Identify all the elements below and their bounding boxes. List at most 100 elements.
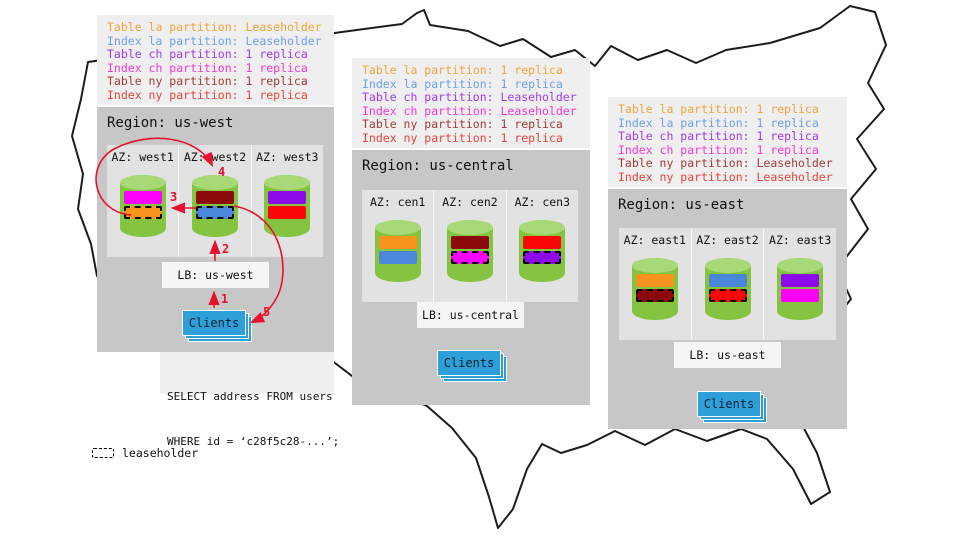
db-node-cylinder [704,258,751,320]
legend-row: Table la partition: Leaseholder [107,20,322,34]
legend-row: Table la partition: 1 replica [362,63,563,77]
legend-row: Table ch partition: 1 replica [618,129,819,144]
partition-bar [781,274,820,287]
region-panel-us-central: Region: us-central AZ: cen1 AZ: cen2 [352,150,590,405]
partition-bar [123,206,162,219]
region-panel-us-west: Region: us-west AZ: west1 AZ: west2 [97,107,334,352]
region-title: Region: us-east [618,197,745,213]
leaseholder-key: leaseholder [92,446,198,460]
sql-query-line2: WHERE id = ‘c28f5c28-...’; [167,435,340,448]
region-title: Region: us-central [362,158,514,174]
partition-legend-us-west: Table la partition: Leaseholder Index la… [97,15,334,105]
cylinder-top-ellipse [374,220,421,235]
az-cen2: AZ: cen2 [433,190,505,302]
az-cen1: AZ: cen1 [362,190,433,302]
leaseholder-key-label: leaseholder [122,446,199,460]
legend-row: Index ch partition: 1 replica [107,60,308,75]
az-east1: AZ: east1 [619,228,691,340]
leaseholder-dashed-icon [92,448,114,458]
az-label: AZ: cen1 [369,195,426,209]
load-balancer-us-west: LB: us-west [162,262,269,288]
az-container: AZ: cen1 AZ: cen2 AZ: [362,190,578,302]
legend-row: Index ny partition: Leaseholder [618,169,833,184]
partition-bar [708,289,747,302]
db-node-cylinder [264,175,311,237]
partition-legend-us-central: Table la partition: 1 replica Index la p… [352,58,590,148]
az-label: AZ: west2 [183,150,247,164]
cylinder-top-ellipse [777,258,824,273]
partition-bar [635,289,674,302]
clients-box: Clients [437,350,501,376]
partition-bar [268,206,307,219]
cylinder-top-ellipse [119,175,166,190]
cylinder-top-ellipse [519,220,566,235]
cylinder-top-ellipse [446,220,493,235]
az-container: AZ: west1 AZ: west2 AZ [107,145,323,257]
legend-row: Table la partition: 1 replica [618,102,819,116]
sql-query-line1: SELECT address FROM users [167,390,333,403]
legend-row: Index la partition: 1 replica [618,115,819,130]
partition-bar [450,236,489,249]
partition-bar [123,191,162,204]
db-node-cylinder [446,220,493,282]
partition-bar [781,289,820,302]
az-label: AZ: east3 [769,233,832,247]
az-cen3: AZ: cen3 [505,190,578,302]
legend-row: Index ny partition: 1 replica [362,130,563,145]
legend-row: Index ch partition: 1 replica [618,142,819,157]
db-node-cylinder [119,175,166,237]
partition-bar [378,236,417,249]
db-node-cylinder [374,220,421,282]
partition-bar [523,251,562,264]
clients-us-east: Clients [697,391,767,423]
az-container: AZ: east1 AZ: east2 AZ [619,228,836,340]
load-balancer-us-east: LB: us-east [674,342,781,368]
partition-bar [378,251,417,264]
az-west2: AZ: west2 [178,145,250,257]
db-node-cylinder [631,258,678,320]
region-title: Region: us-west [107,115,234,131]
db-node-cylinder [777,258,824,320]
legend-row: Index la partition: Leaseholder [107,33,322,48]
az-west1: AZ: west1 [107,145,178,257]
legend-row: Table ch partition: 1 replica [107,47,308,62]
cylinder-top-ellipse [264,175,311,190]
partition-bar [635,274,674,287]
clients-us-west: Clients [182,310,252,342]
cylinder-top-ellipse [191,175,238,190]
legend-row: Table ch partition: Leaseholder [362,90,577,105]
clients-box: Clients [182,310,246,336]
legend-row: Index ch partition: Leaseholder [362,103,577,118]
legend-row: Table ny partition: 1 replica [107,74,308,89]
db-node-cylinder [519,220,566,282]
az-label: AZ: west3 [256,150,319,164]
az-east3: AZ: east3 [763,228,836,340]
az-label: AZ: west1 [111,150,174,164]
az-west3: AZ: west3 [250,145,323,257]
partition-bar [195,191,234,204]
clients-box: Clients [697,391,761,417]
load-balancer-us-central: LB: us-central [417,302,524,328]
partition-bar [450,251,489,264]
legend-row: Index la partition: 1 replica [362,76,563,91]
legend-row: Table ny partition: 1 replica [362,117,563,132]
az-label: AZ: east1 [623,233,686,247]
cylinder-top-ellipse [704,258,751,273]
partition-bar [195,206,234,219]
partition-legend-us-east: Table la partition: 1 replica Index la p… [608,97,847,187]
az-east2: AZ: east2 [690,228,764,340]
cylinder-top-ellipse [631,258,678,273]
clients-us-central: Clients [437,350,507,382]
az-label: AZ: cen3 [514,195,571,209]
legend-row: Index ny partition: 1 replica [107,87,308,102]
partition-bar [268,191,307,204]
partition-bar [708,274,747,287]
sql-query: SELECT address FROM users WHERE id = ‘c2… [160,352,339,448]
region-panel-us-east: Region: us-east AZ: east1 AZ: east2 [608,189,847,429]
az-label: AZ: cen2 [442,195,498,209]
db-node-cylinder [191,175,238,237]
legend-row: Table ny partition: Leaseholder [618,156,833,171]
partition-bar [523,236,562,249]
az-label: AZ: east2 [696,233,759,247]
